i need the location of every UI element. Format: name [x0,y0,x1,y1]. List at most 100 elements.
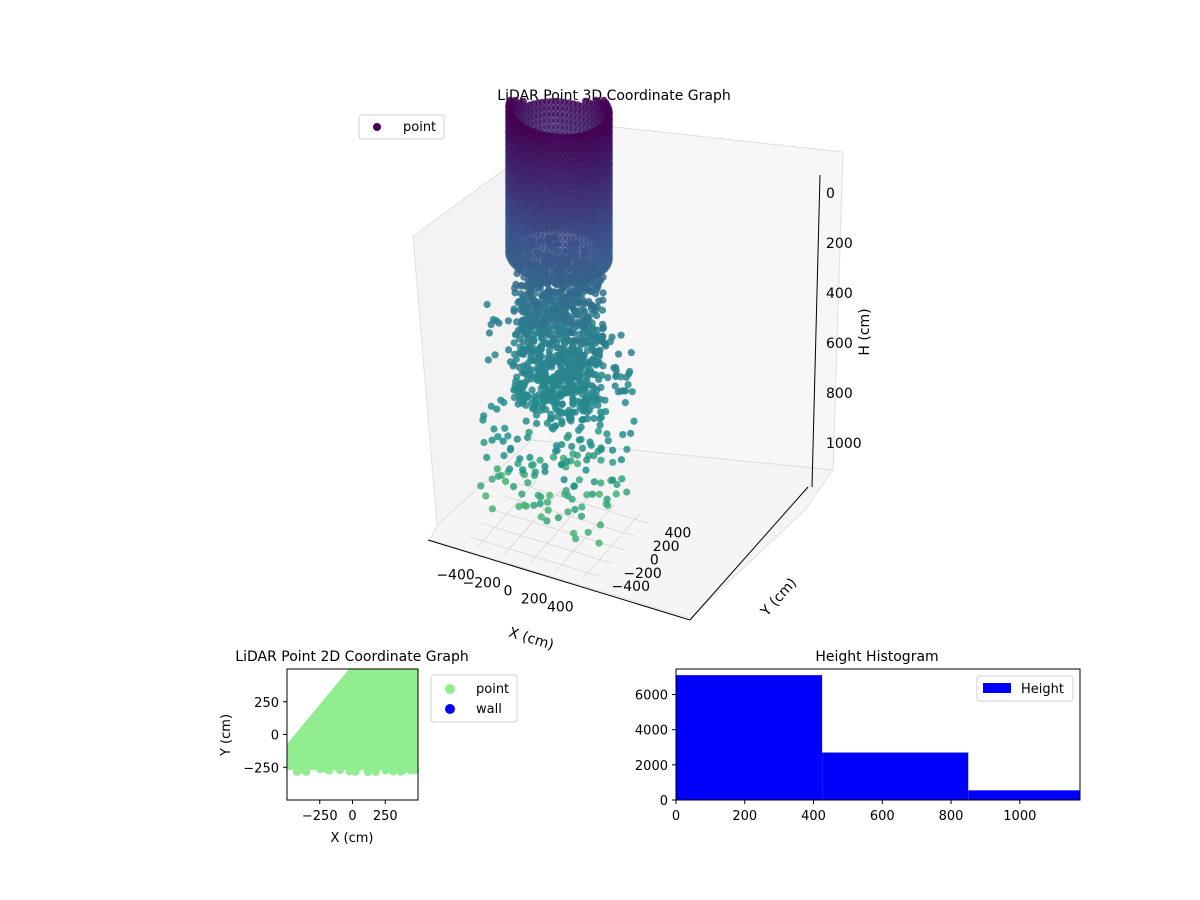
point-3d [617,331,625,339]
point-3d [562,293,570,301]
point-2d [300,757,309,766]
point-3d [499,437,507,445]
point-3d [536,355,544,363]
point-3d [595,297,603,305]
point-3d [488,475,496,483]
y-tick-label-2d: 0 [271,729,279,744]
point-3d [604,501,612,510]
point-3d [566,327,574,335]
point-3d [596,421,604,429]
point-3d [544,506,552,514]
point-3d [564,431,573,439]
point-3d [549,277,558,286]
scatter-3d [477,96,638,547]
point-3d [546,297,555,305]
z-tick-label-3d: 200 [826,236,853,252]
point-3d [542,365,550,373]
point-3d [549,183,558,191]
point-3d [564,508,572,516]
point-3d [623,488,631,496]
point-3d [519,393,527,401]
point-3d [549,151,558,160]
point-2d [335,766,344,775]
point-3d [570,482,578,491]
y-tick-label-3d: −400 [612,579,650,595]
point-3d [544,331,552,339]
point-3d [603,495,611,503]
point-3d [533,419,541,428]
point-3d [513,373,521,381]
z-axis-label-3d: H (cm) [857,308,873,355]
point-3d [554,514,563,522]
point-3d [554,412,562,420]
point-3d [543,498,552,506]
point-3d [501,424,509,432]
point-3d [549,139,558,147]
point-3d [584,368,592,376]
point-3d [555,390,564,398]
x-tick-label-2d: −250 [302,809,338,824]
x-tick-label-histogram: 600 [870,809,895,824]
point-3d [577,512,586,520]
point-3d [567,414,575,422]
point-3d [603,430,611,438]
point-3d [553,405,561,414]
point-3d [597,383,605,391]
point-3d [590,347,599,355]
point-3d [568,442,576,451]
point-3d [512,280,520,288]
point-3d [556,314,564,322]
point-3d [630,417,638,425]
point-3d [624,381,632,389]
point-3d [511,289,519,297]
z-tick-label-3d: 1000 [826,436,862,452]
point-3d [513,435,522,443]
point-3d [577,284,585,292]
point-3d [500,452,508,460]
y-tick-label-3d: 200 [653,539,680,555]
point-3d [528,366,536,374]
point-3d [565,406,573,414]
point-3d [579,299,587,307]
y-ticks-2d: 250 0 −250 [243,696,287,776]
x-tick-label-3d: −400 [436,568,474,584]
grid-line-x [555,504,616,572]
point-3d [575,436,583,444]
point-3d [597,479,605,487]
point-3d [609,446,617,454]
point-3d [578,444,587,452]
point-3d [494,433,502,441]
point-3d [549,265,558,273]
point-3d [623,445,631,453]
x-axis-label-2d: X (cm) [331,831,374,846]
point-3d [545,286,553,294]
point-3d [480,412,488,420]
point-3d [482,492,490,500]
empty-corner-2d [287,669,349,744]
point-3d [519,466,527,474]
point-3d [551,305,560,313]
point-3d [502,477,510,485]
point-3d [564,492,572,500]
point-3d [504,432,512,440]
point-3d [547,415,556,423]
point-3d [578,503,586,511]
point-3d [613,480,621,489]
point-3d [531,345,539,353]
point-3d [549,259,558,267]
point-3d [627,429,635,437]
point-3d [573,318,581,326]
point-3d [543,517,551,525]
point-3d [547,361,555,369]
legend-2d-wall-marker [445,704,455,714]
histogram-bars [676,675,1080,800]
point-3d [541,462,549,470]
histogram-bar [968,790,1080,800]
point-3d [549,271,558,279]
point-3d [510,339,518,347]
point-3d [542,406,550,414]
point-3d [565,373,573,381]
point-3d [550,317,558,325]
point-3d [507,444,515,452]
point-3d [555,344,563,352]
